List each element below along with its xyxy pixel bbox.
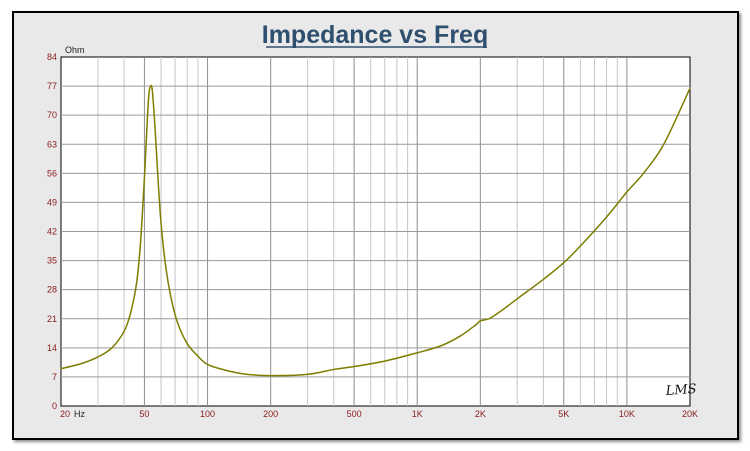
x-tick-label: 10K: [619, 409, 635, 419]
y-tick-label: 70: [47, 110, 57, 120]
chart-title: Impedance vs Freq: [262, 21, 488, 49]
x-tick-label: 20: [60, 409, 70, 419]
chart-frame: Impedance vs Freq 0 7 14 21 28 35 42 49 56 63 70 77…: [12, 11, 739, 440]
y-tick-label: 21: [47, 314, 57, 324]
y-tick-label: 0: [52, 401, 57, 411]
impedance-chart: Impedance vs Freq 0 7 14 21 28 35 42 49 56 63 70 77…: [47, 21, 698, 419]
x-tick-label: 200: [263, 409, 278, 419]
y-tick-label: 56: [47, 168, 57, 178]
y-tick-label: 35: [47, 256, 57, 266]
y-axis-label: Ohm: [65, 45, 85, 55]
y-axis-ticks: 0 7 14 21 28 35 42 49 56 63 70 77 84: [47, 52, 57, 411]
x-axis-ticks: 20 50 100 200 500 1K 2K 5K 10K 20K: [60, 409, 698, 419]
lms-logo: LMS: [664, 382, 697, 399]
x-tick-label: 20K: [682, 409, 698, 419]
y-tick-label: 84: [47, 52, 57, 62]
x-tick-label: 5K: [558, 409, 569, 419]
y-tick-label: 28: [47, 285, 57, 295]
x-tick-label: 50: [139, 409, 149, 419]
x-axis-unit: Hz: [74, 409, 85, 419]
x-tick-label: 1K: [412, 409, 423, 419]
y-tick-label: 42: [47, 227, 57, 237]
y-tick-label: 49: [47, 197, 57, 207]
y-tick-label: 7: [52, 372, 57, 382]
y-tick-label: 63: [47, 139, 57, 149]
x-tick-label: 500: [347, 409, 362, 419]
series: [60, 84, 691, 377]
grid: [61, 57, 690, 406]
x-tick-label: 100: [200, 409, 215, 419]
x-tick-label: 2K: [475, 409, 486, 419]
y-tick-label: 77: [47, 81, 57, 91]
impedance-curve: [60, 84, 691, 377]
y-tick-label: 14: [47, 343, 57, 353]
